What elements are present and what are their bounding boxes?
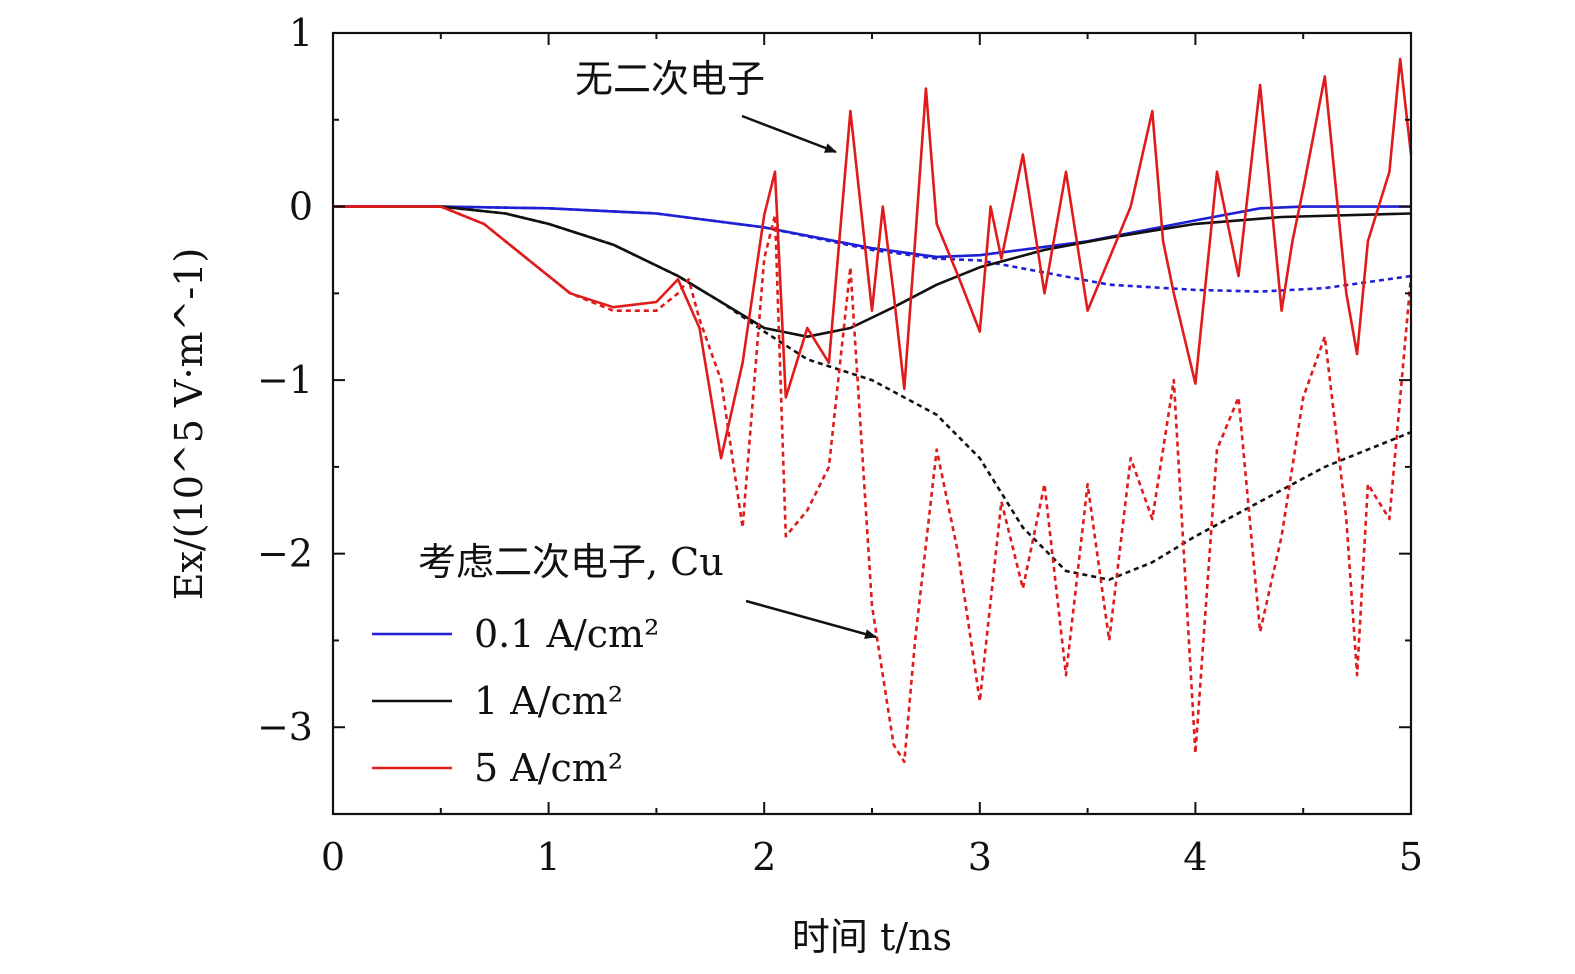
x-axis-label: 时间 t/ns: [792, 915, 952, 959]
legend-label-0-1: 0.1 A/cm²: [474, 612, 659, 656]
x-tick-label-3: 3: [968, 835, 992, 879]
y-tick-label-3: −2: [257, 532, 313, 576]
legend-item-1: 1 A/cm²: [372, 679, 623, 723]
y-tick-label-4: −3: [257, 705, 313, 749]
series-line-2: [333, 205, 1412, 338]
series-line-1: [333, 205, 1412, 293]
x-tick-label-2: 2: [752, 835, 776, 879]
annotation-no-secondary: 无二次电子: [575, 57, 765, 101]
series-line-0: [333, 205, 1411, 259]
annotation-with-secondary: 考虑二次电子, Cu: [418, 540, 724, 584]
ticks-layer: 0 1 2 3 4 5 1 0 −1 −2 −3: [257, 11, 1423, 879]
x-tick-label-0: 0: [321, 835, 345, 879]
legend: 0.1 A/cm² 1 A/cm² 5 A/cm²: [372, 612, 659, 790]
legend-item-5: 5 A/cm²: [372, 746, 623, 790]
x-tick-label-4: 4: [1183, 835, 1207, 879]
y-axis-label: Ex/(10^5 V·m^-1): [167, 248, 211, 600]
series-line-4: [333, 57, 1413, 460]
x-tick-label-5: 5: [1399, 835, 1423, 879]
annotation-no-secondary-arrow: [741, 114, 837, 154]
y-tick-label-1: 0: [289, 185, 313, 229]
series-layer: [333, 57, 1413, 764]
legend-label-5: 5 A/cm²: [474, 746, 623, 790]
series-line-3: [333, 205, 1412, 581]
legend-item-0-1: 0.1 A/cm²: [372, 612, 659, 656]
series-line-5: [333, 205, 1413, 764]
annotation-with-secondary-arrow: [745, 599, 877, 639]
legend-label-1: 1 A/cm²: [474, 679, 623, 723]
y-tick-label-2: −1: [257, 358, 313, 402]
y-tick-label-0: 1: [289, 11, 313, 55]
x-tick-label-1: 1: [537, 835, 561, 879]
